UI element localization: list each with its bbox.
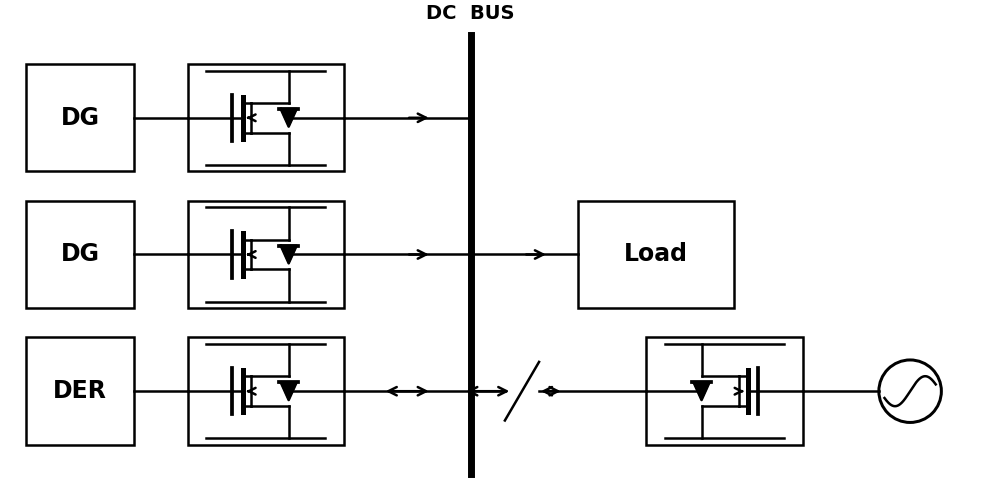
Bar [26,338,134,445]
Text: Load: Load [624,242,688,266]
Text: DER: DER [53,379,107,403]
Bar [188,64,344,172]
Bar [26,64,134,172]
Polygon shape [281,246,297,264]
Polygon shape [281,109,297,126]
Polygon shape [281,382,297,400]
Text: DG: DG [61,106,100,130]
Bar [646,338,803,445]
Bar [26,201,134,308]
Bar [578,201,734,308]
Text: DG: DG [61,242,100,266]
Bar [188,338,344,445]
Text: DC  BUS: DC BUS [426,4,515,23]
Polygon shape [694,382,710,400]
Bar [188,201,344,308]
